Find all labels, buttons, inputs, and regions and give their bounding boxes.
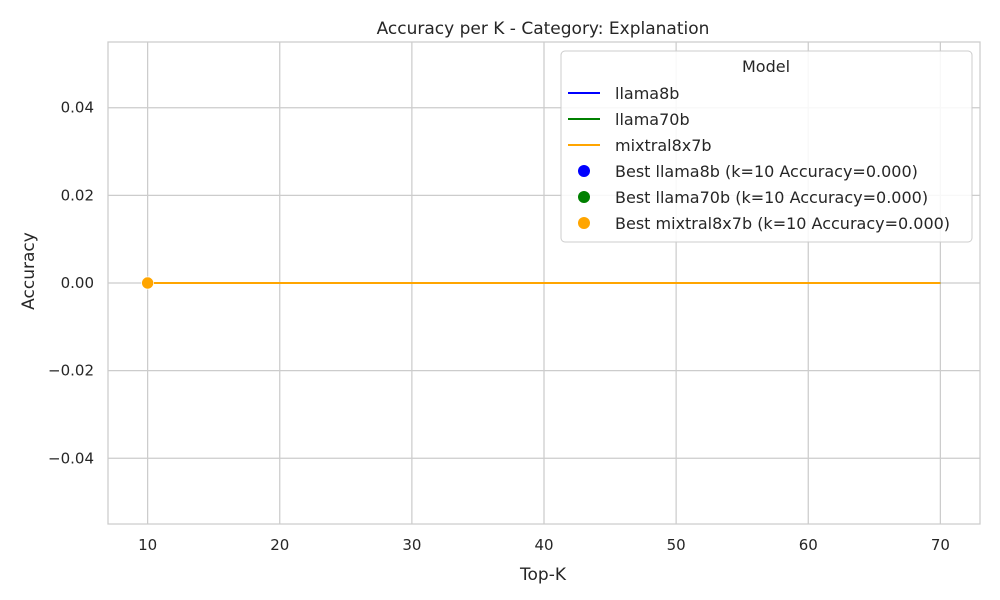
y-axis-label: Accuracy (19, 232, 39, 310)
legend-label-mixtral8x7b: mixtral8x7b (615, 136, 712, 155)
y-tick-label: 0.00 (61, 274, 94, 292)
legend-box (560, 50, 973, 243)
legend-label-best-0: Best llama8b (k=10 Accuracy=0.000) (615, 162, 918, 181)
x-tick-label: 50 (667, 536, 686, 554)
legend: Model llama8b llama70b mixtral8x7b Best lla… (560, 50, 973, 243)
legend-label-best-1: Best llama70b (k=10 Accuracy=0.000) (615, 188, 928, 207)
legend-label-llama70b: llama70b (615, 110, 690, 129)
legend-title: Model (742, 57, 790, 76)
tick-labels: 10 20 30 40 50 60 70 −0.04 −0.02 0.00 0.02 0.04 (48, 99, 950, 554)
legend-marker-best-0 (578, 165, 590, 177)
x-tick-label: 70 (931, 536, 950, 554)
x-tick-label: 30 (402, 536, 421, 554)
y-tick-label: 0.02 (61, 186, 94, 204)
x-tick-label: 40 (534, 536, 553, 554)
y-tick-label: 0.04 (61, 99, 94, 117)
legend-items: llama8b llama70b mixtral8x7b Best llama8b (… (568, 84, 950, 233)
y-tick-label: −0.02 (48, 362, 94, 380)
best-point-2 (141, 276, 154, 290)
x-tick-label: 10 (138, 536, 157, 554)
y-tick-label: −0.04 (48, 449, 94, 467)
legend-marker-best-1 (578, 191, 590, 203)
legend-label-llama8b: llama8b (615, 84, 679, 103)
chart-title: Accuracy per K - Category: Explanation (377, 19, 710, 39)
x-tick-label: 60 (799, 536, 818, 554)
x-tick-label: 20 (270, 536, 289, 554)
legend-label-best-2: Best mixtral8x7b (k=10 Accuracy=0.000) (615, 214, 950, 233)
x-axis-label: Top-K (519, 565, 567, 585)
legend-marker-best-2 (578, 217, 590, 229)
plot-area-frame (107, 41, 981, 525)
best-points-layer (141, 276, 154, 290)
